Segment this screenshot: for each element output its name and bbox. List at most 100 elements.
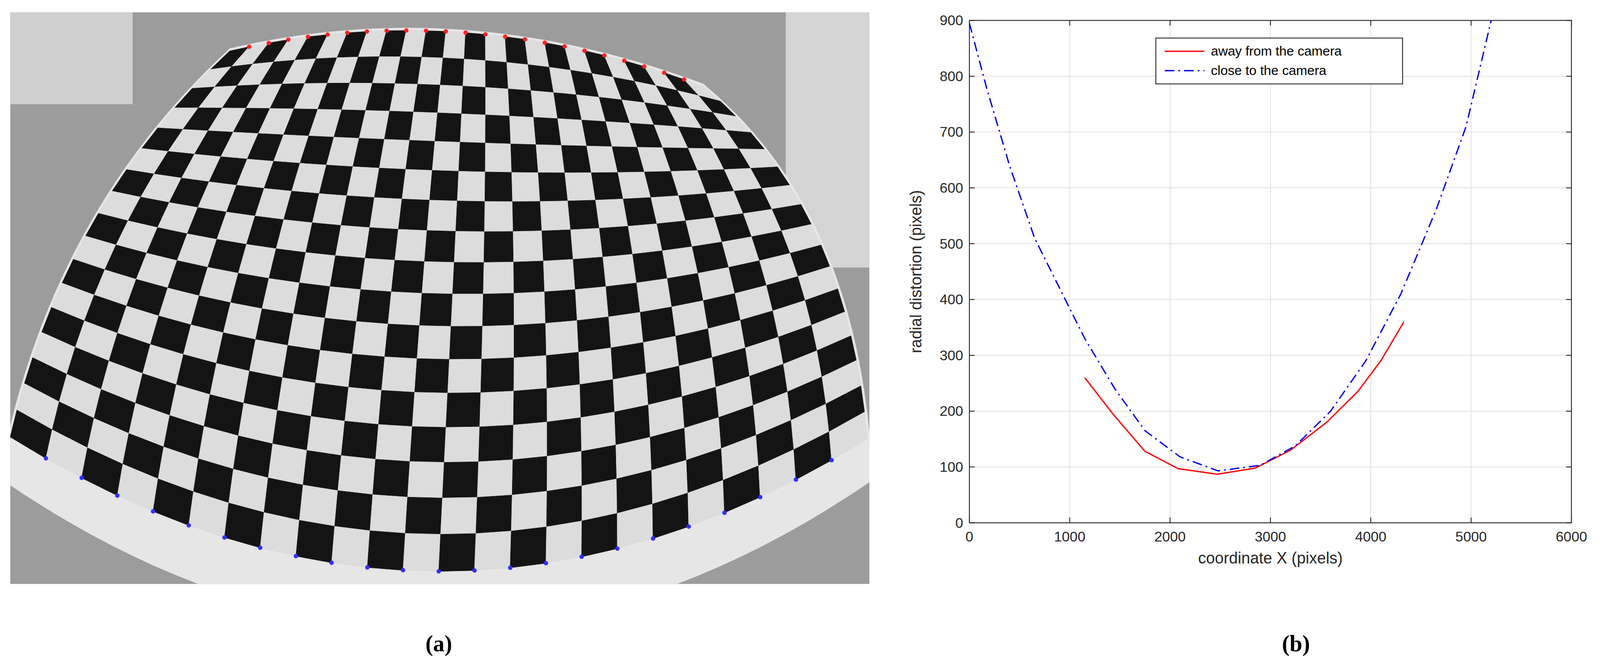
legend-label: close to the camera [1210, 63, 1327, 78]
black-square [452, 262, 484, 294]
white-square [484, 201, 513, 232]
white-square [331, 526, 371, 568]
x-tick-label: 3000 [1254, 528, 1286, 545]
black-square [652, 492, 689, 539]
corner-point-bottom [829, 457, 834, 463]
x-tick [1269, 517, 1271, 523]
x-tick-label: 2000 [1154, 528, 1186, 545]
y-tick-label: 800 [939, 68, 964, 85]
grid-line [969, 243, 1572, 245]
caption: (a) [425, 630, 453, 657]
white-square [474, 530, 512, 570]
y-tick [1566, 410, 1572, 412]
white-square [536, 144, 565, 173]
y-tick [1566, 243, 1572, 245]
y-tick [969, 522, 975, 524]
white-square [188, 491, 229, 538]
corner-point-top [246, 44, 252, 49]
corner-point-top [285, 37, 291, 42]
black-square [378, 389, 415, 427]
white-square [580, 411, 616, 451]
white-square [422, 261, 455, 294]
black-square [581, 512, 618, 557]
x-tick-label: 0 [965, 528, 974, 545]
black-square [330, 255, 365, 290]
white-square [262, 278, 300, 314]
series-group [969, 20, 1492, 474]
corner-point-top [681, 77, 687, 82]
black-square [632, 250, 668, 283]
corner-point-bottom [722, 510, 727, 515]
white-square [352, 321, 389, 357]
black-square [485, 115, 511, 145]
x-tick-label: 4000 [1354, 528, 1387, 545]
white-square [417, 325, 452, 360]
grid-line [969, 410, 1572, 412]
white-square [513, 230, 544, 263]
corner-point-top [384, 28, 389, 34]
x-tick [1470, 20, 1472, 26]
y-tick [969, 19, 975, 21]
black-square [541, 229, 574, 261]
x-tick [1169, 517, 1171, 523]
black-square [508, 89, 535, 118]
white-square [687, 479, 725, 527]
corner-point-top [661, 70, 667, 75]
black-square [475, 494, 513, 534]
black-square [533, 117, 562, 146]
white-square [546, 451, 582, 491]
x-tick-label: 6000 [1555, 528, 1588, 545]
corner-point-top [463, 30, 468, 35]
y-tick [969, 466, 975, 468]
white-square [617, 503, 654, 549]
white-square [360, 258, 395, 292]
checkerboard [10, 30, 868, 572]
white-square [417, 57, 444, 86]
corner-point-bottom [150, 508, 156, 514]
corner-point-bottom [222, 534, 227, 540]
black-square [409, 426, 446, 462]
panel-a [1, 12, 870, 629]
black-square [538, 172, 568, 202]
corner-point-top [443, 29, 449, 34]
black-square [513, 388, 548, 425]
black-square [794, 431, 832, 480]
grid-line [969, 466, 1572, 468]
black-square [723, 465, 761, 513]
black-square [293, 282, 331, 319]
black-square [374, 167, 406, 199]
x-tick [1570, 517, 1572, 523]
white-square [460, 113, 486, 143]
corner-point-top [404, 28, 409, 33]
corner-point-top [266, 40, 271, 45]
grid-line [969, 354, 1572, 356]
black-square [303, 450, 342, 491]
black-square [547, 417, 582, 457]
y-tick-label: 700 [939, 123, 964, 140]
y-tick-label: 500 [939, 235, 964, 252]
corner-point-bottom [186, 522, 191, 528]
white-square [578, 347, 613, 385]
x-tick [968, 20, 970, 26]
black-square [750, 166, 790, 189]
white-square [375, 424, 413, 462]
y-tick [969, 298, 975, 300]
black-square [305, 222, 342, 256]
black-square [341, 420, 379, 460]
black-square [514, 322, 547, 358]
corner-point-top [325, 32, 330, 37]
white-square [511, 490, 547, 531]
y-tick-label: 0 [955, 514, 964, 531]
white-square [403, 533, 441, 572]
white-square [540, 200, 571, 231]
black-square [577, 316, 612, 353]
black-square [449, 326, 483, 360]
y-tick [1566, 466, 1572, 468]
corner-point-top [602, 53, 607, 58]
y-tick [1566, 298, 1572, 300]
black-square [414, 358, 450, 393]
white-square [513, 291, 546, 326]
white-square [479, 390, 514, 427]
white-square [545, 520, 583, 563]
white-square [530, 90, 558, 119]
